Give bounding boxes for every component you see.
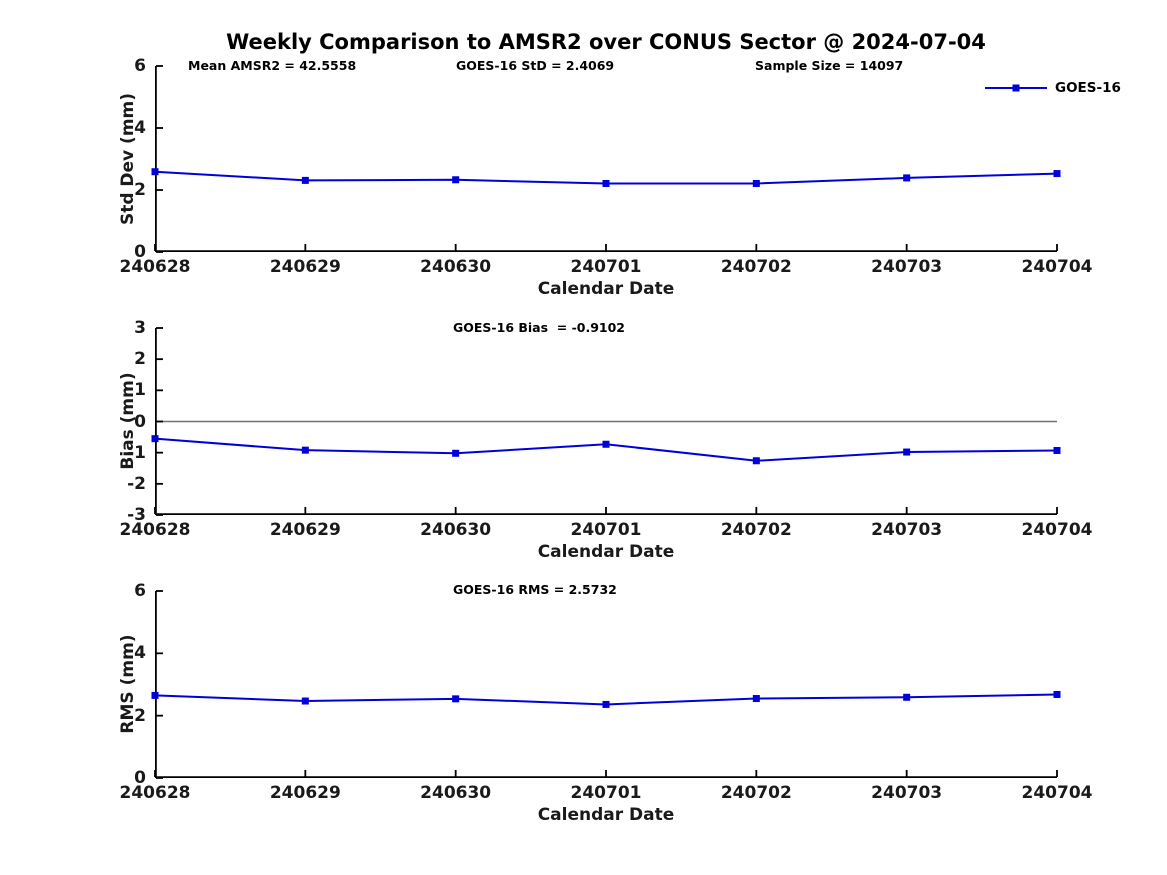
data-point-marker [903,448,911,456]
x-tick-label: 240702 [720,257,792,277]
data-point-marker [301,446,309,454]
data-point-marker [151,691,159,699]
x-tick-label: 240630 [420,783,492,803]
x-tick-label: 240702 [720,520,792,540]
y-tick-label: 6 [134,581,146,601]
x-tick-label: 240628 [119,520,191,540]
data-point-marker [151,168,159,176]
data-point-marker [452,695,460,703]
plot-area-stddev: 0 2 4 6 240628 240629 240630 240701 240702 240703… [120,56,1093,277]
y-tick-label: 0 [134,768,146,788]
chart-svg-rms [151,590,1061,779]
data-point-marker [1053,170,1061,178]
y-axis-label-stddev: Std Dev (mm) [118,92,138,226]
data-point-marker [602,440,610,448]
x-axis-label-stddev: Calendar Date [537,279,675,299]
chart-svg-std-dev [151,65,1061,253]
x-tick-label: 240703 [871,257,943,277]
y-tick-label: 6 [134,56,146,76]
x-tick-label: 240701 [570,257,642,277]
figure-title: Weekly Comparison to AMSR2 over CONUS Se… [226,30,986,54]
x-tick-label: 240704 [1021,783,1093,803]
data-point-marker [602,700,610,708]
x-axis-label-bias: Calendar Date [537,542,675,562]
x-tick-label: 240703 [871,783,943,803]
data-point-marker [903,174,911,182]
x-tick-label: 240702 [720,783,792,803]
plot-area-bias: -3 -2 -1 0 1 2 3 240628 240629 240630 240701 240702… [120,318,1093,540]
y-tick-label: 4 [134,643,146,664]
plot-area-rms: 0 2 4 6 240628 240629 240630 240701 240702 240703… [120,581,1093,803]
y-tick-label: 3 [134,318,146,338]
legend-label: GOES-16 [1055,80,1121,96]
y-tick-label: 1 [134,380,146,401]
annotation-goes16-std: GOES-16 StD = 2.4069 [456,58,615,73]
data-point-marker [1053,690,1061,698]
y-tick-label: 2 [134,349,146,370]
x-tick-label: 240629 [269,520,341,540]
data-point-marker [452,449,460,457]
x-tick-label: 240703 [871,520,943,540]
data-point-marker [752,457,760,465]
data-point-marker [301,697,309,705]
x-tick-label: 240628 [119,257,191,277]
data-point-marker [301,176,309,184]
y-tick-label: 2 [134,180,146,200]
data-point-marker [903,693,911,701]
data-point-marker [452,176,460,184]
legend-square-marker-icon [1012,84,1020,92]
data-point-marker [602,179,610,187]
x-tick-label: 240628 [119,783,191,803]
y-tick-label: 0 [134,242,146,262]
x-tick-label: 240630 [420,257,492,277]
y-tick-label: 0 [134,411,146,432]
legend-line-sample [985,84,1047,92]
x-tick-label: 240629 [269,783,341,803]
annotation-mean-amsr2: Mean AMSR2 = 42.5558 [188,58,357,73]
y-tick-label: 4 [134,118,146,138]
x-tick-label: 240701 [570,783,642,803]
x-axis-label-rms: Calendar Date [537,805,675,825]
x-tick-label: 240630 [420,520,492,540]
annotation-sample-size: Sample Size = 14097 [755,58,904,73]
data-point-marker [752,179,760,187]
data-point-marker [1053,446,1061,454]
x-tick-label: 240629 [269,257,341,277]
data-point-marker [752,695,760,703]
x-tick-label: 240704 [1021,257,1093,277]
y-tick-label: -1 [127,442,146,463]
data-point-marker [151,435,159,443]
y-tick-label: -2 [127,473,146,494]
y-tick-label: -3 [127,505,146,525]
x-tick-label: 240701 [570,520,642,540]
annotation-goes16-bias: GOES-16 Bias = -0.9102 [453,320,626,335]
legend: GOES-16 [985,80,1121,96]
annotation-goes16-rms: GOES-16 RMS = 2.5732 [453,582,617,597]
y-tick-label: 2 [134,705,146,726]
x-tick-label: 240704 [1021,520,1093,540]
chart-svg-bias [151,327,1061,516]
